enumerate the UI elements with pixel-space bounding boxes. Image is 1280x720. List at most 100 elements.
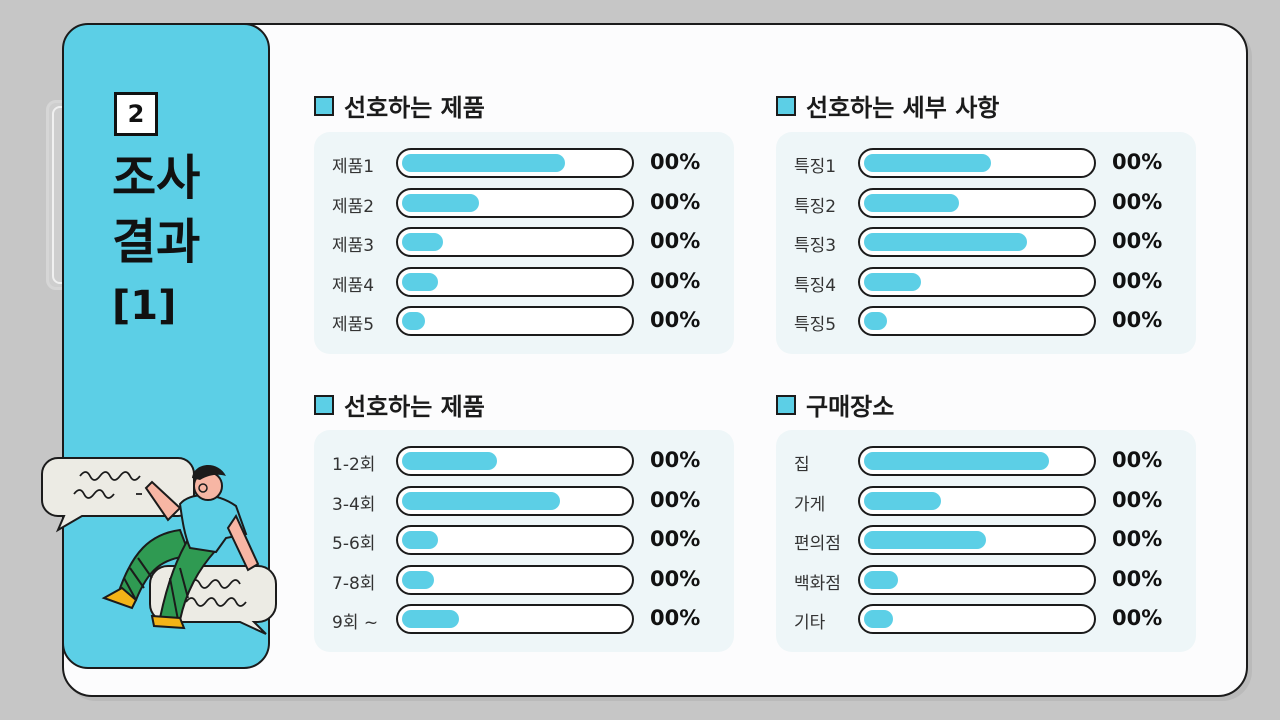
bar-fill [864,233,1027,251]
bar-fill [402,491,560,510]
bar-value: 00% [650,150,701,174]
person-illustration [41,457,277,635]
bar-label: 특징3 [794,236,837,256]
panel-purchase-frequency: 1-2회 00% 3-4회 00% 5-6회 00% 7-8회 00% 9회 ~ 00% [314,430,734,652]
square-bullet-icon [314,95,334,116]
bar-label: 특징1 [794,157,837,177]
bar-value: 00% [1112,566,1163,591]
bar-fill [864,452,1049,470]
bar-track [396,604,634,634]
bar-fill [864,193,959,212]
bar-value: 00% [1112,229,1163,253]
bar-row: 제품1 00% [314,148,734,180]
bar-track [858,564,1096,595]
section-title-text: 구매장소 [806,393,895,421]
bar-label: 특징4 [794,275,837,296]
panel-purchase-place: 집 00% 가게 00% 편의점 00% 백화점 00% 기타 00% [776,430,1196,652]
bar-track [396,306,634,336]
section-title-text: 선호하는 세부 사항 [806,94,1000,122]
section-title-purchase-place: 구매장소 [776,387,894,422]
bar-row: 3-4회 00% [314,485,734,518]
bar-label: 9회 ~ [332,613,379,633]
panel-preferred-product: 제품1 00% 제품2 00% 제품3 00% 제품4 00% 제품5 00% [314,132,734,354]
bar-label: 제품4 [332,275,375,296]
bar-fill [402,272,438,291]
bar-track [858,525,1096,555]
bar-fill [864,312,887,330]
bar-fill [864,491,941,510]
square-bullet-icon [776,394,796,415]
bar-fill [402,531,438,549]
bar-fill [402,193,479,212]
bar-value: 00% [1112,308,1163,332]
bar-row: 가게 00% [776,485,1196,518]
bar-label: 제품3 [332,236,375,256]
bar-fill [864,154,991,172]
bar-fill [402,154,565,172]
bar-label: 제품1 [332,157,375,177]
bar-row: 제품2 00% [314,187,734,220]
bar-value: 00% [650,189,701,214]
bar-label: 3-4회 [332,494,376,515]
bar-fill [402,452,497,470]
bar-row: 제품4 00% [314,266,734,299]
bar-row: 제품5 00% [314,306,734,338]
bar-label: 제품5 [332,315,375,335]
bar-track [396,446,634,476]
bar-row: 특징4 00% [776,266,1196,299]
bar-track [858,148,1096,178]
bar-fill [402,570,434,589]
bar-label: 집 [794,455,810,475]
bar-row: 특징1 00% [776,148,1196,180]
bar-value: 00% [650,308,701,332]
bar-fill [402,312,425,330]
bar-track [858,227,1096,257]
square-bullet-icon [314,394,334,415]
bar-row: 9회 ~ 00% [314,604,734,636]
section-number-badge: 2 [114,92,158,136]
bar-value: 00% [1112,189,1163,214]
bar-track [396,485,634,516]
bar-value: 00% [650,606,701,630]
bar-label: 제품2 [332,196,375,217]
bar-label: 1-2회 [332,455,376,475]
bar-value: 00% [1112,448,1163,472]
section-title-preferred-details: 선호하는 세부 사항 [776,88,999,123]
square-bullet-icon [776,95,796,116]
bar-track [858,187,1096,218]
bar-row: 집 00% [776,446,1196,478]
bar-value: 00% [650,487,701,512]
bar-row: 1-2회 00% [314,446,734,478]
bar-row: 특징3 00% [776,227,1196,259]
bar-value: 00% [1112,268,1163,293]
bar-label: 7-8회 [332,573,376,594]
bar-track [858,446,1096,476]
bar-label: 특징5 [794,315,837,335]
bar-track [396,148,634,178]
bar-label: 기타 [794,613,826,633]
bar-row: 기타 00% [776,604,1196,636]
bar-value: 00% [1112,606,1163,630]
bar-track [396,525,634,555]
bar-value: 00% [650,448,701,472]
bar-value: 00% [1112,150,1163,174]
bar-fill [864,610,893,628]
section-title-purchase-frequency: 선호하는 제품 [314,387,485,422]
bar-label: 특징2 [794,196,837,217]
bar-row: 7-8회 00% [314,564,734,597]
bar-row: 백화점 00% [776,564,1196,597]
section-title-text: 선호하는 제품 [344,393,485,421]
bar-row: 제품3 00% [314,227,734,259]
bar-track [858,306,1096,336]
bar-track [396,227,634,257]
bar-fill [864,570,898,589]
bar-value: 00% [650,229,701,253]
bar-fill [402,610,459,628]
bar-fill [402,233,443,251]
bar-label: 5-6회 [332,534,376,554]
bar-label: 편의점 [794,534,841,554]
bar-track [858,485,1096,516]
bar-fill [864,531,986,549]
bar-row: 편의점 00% [776,525,1196,557]
sidebar-title-line2: 결과 [112,214,201,270]
